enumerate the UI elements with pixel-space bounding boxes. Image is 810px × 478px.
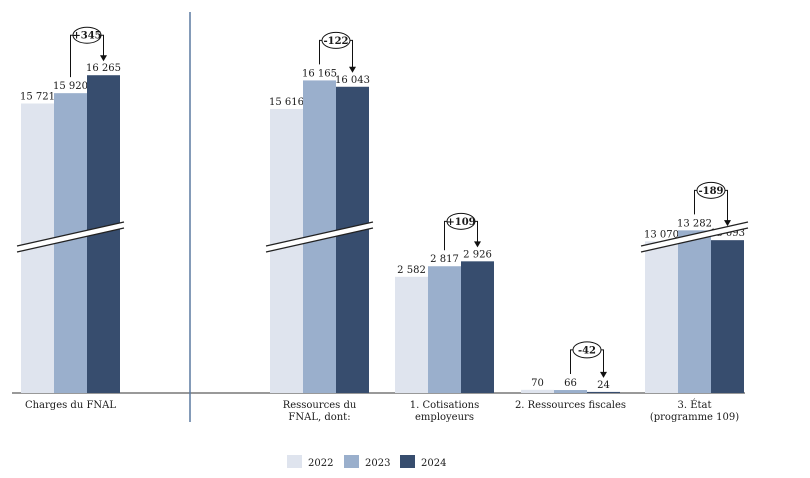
axis-break-line [640,227,749,253]
axis-break-gap [17,222,124,252]
value-label: 13 093 [710,228,745,239]
delta-badge [572,341,602,359]
value-label: 15 721 [20,92,55,103]
delta-label: -122 [323,36,348,47]
delta-label: +345 [72,31,101,42]
value-label: 13 070 [644,229,679,240]
legend-label-2023: 2023 [365,458,390,469]
category-label: 3. État [677,399,711,411]
delta-badge [696,181,726,199]
category-label: 1. Cotisations [410,400,480,411]
value-label: 2 817 [430,254,459,265]
bar-2024-group-4 [711,240,744,393]
value-label: 2 926 [463,249,492,260]
bar-2022-group-2 [395,276,428,393]
legend-swatch-2022 [287,455,302,468]
delta-arrowhead [100,55,107,62]
bar-2024-group-2 [461,261,494,393]
axis-break-gap [266,222,373,252]
delta-badge [321,31,351,49]
delta-arrowhead [724,220,731,227]
category-label: (programme 109) [650,412,739,423]
value-label: 70 [531,378,544,389]
bar-2023-group-4 [678,230,711,393]
axis-break-line [265,221,374,247]
legend-label-2024: 2024 [421,458,446,469]
legend-swatch-2024 [400,455,415,468]
value-label: 24 [597,380,610,391]
delta-label: -42 [578,345,596,356]
value-label: 16 265 [86,63,121,74]
delta-label: +109 [446,217,475,228]
axis-break-line [16,221,125,247]
delta-arrowhead [349,66,356,73]
axis-break-line [640,221,749,247]
legend-label-2022: 2022 [308,458,333,469]
category-label: Ressources du [283,400,357,411]
bar-2023-group-3 [554,390,587,393]
delta-arrowhead [600,371,607,378]
value-label: 13 282 [677,218,712,229]
category-label: 2. Ressources fiscales [515,400,626,411]
category-label: Charges du FNAL [25,400,116,411]
bar-2022-group-3 [521,389,554,393]
value-label: 66 [564,378,577,389]
axis-break-gap [641,222,748,252]
value-label: 15 920 [53,81,88,92]
category-label: employeurs [415,412,474,423]
bar-2022-group-4 [645,241,678,393]
bar-2022-group-1 [270,108,303,393]
delta-arrowhead [474,241,481,248]
bar-2024-group-1 [336,86,369,393]
delta-badge [446,212,476,230]
axis-break-line [16,227,125,253]
axis-break-line [265,227,374,253]
legend-swatch-2023 [344,455,359,468]
delta-badge [72,26,102,44]
category-label: FNAL, dont: [288,412,350,423]
bar-2023-group-2 [428,266,461,393]
value-label: 2 582 [397,265,426,276]
value-label: 16 043 [335,75,370,86]
bar-2024-group-3 [587,391,620,393]
value-label: 16 165 [302,68,337,79]
delta-label: -189 [698,186,723,197]
value-label: 15 616 [269,97,304,108]
